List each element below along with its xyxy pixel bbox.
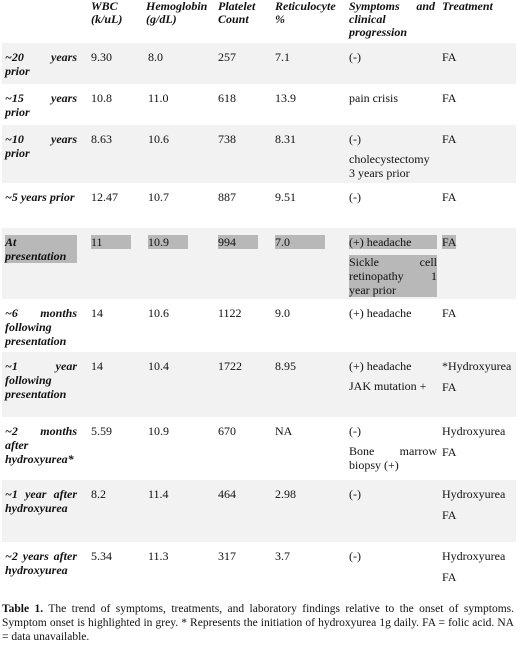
hemoglobin-cell: 11.4 [148,487,169,501]
timepoint-cell: ~2 years after hydroxyurea [5,549,77,577]
col-header-hemoglobin: Hemoglobin (g/dL) [146,0,208,26]
wbc-cell: 12.47 [91,190,118,204]
wbc-cell: 10.8 [91,91,112,105]
platelet-cell: 738 [218,132,236,146]
table-row: ~20 years prior 9.30 8.0 257 7.1 (-) FA [2,43,516,84]
reticulocyte-cell: 2.98 [275,487,296,501]
symptoms-cell: (-) [349,549,361,563]
col-header-platelet: Platelet Count [218,0,256,26]
platelet-cell: 464 [218,487,236,501]
platelet-cell: 1722 [218,359,242,373]
symptoms-cell: (+) headache Sickle cell retinopathy 1 year… [349,235,437,297]
hemoglobin-cell: 11.3 [148,549,169,563]
treatment-cell: FA [442,91,457,105]
treatment-cell: FA [442,306,457,320]
reticulocyte-cell: NA [275,424,293,438]
platelet-cell: 670 [218,424,236,438]
col-header-symptoms: Symptoms and clinical progression [349,0,435,39]
symptoms-cell: (+) headache [349,306,412,320]
table-row: ~2 years after hydroxyurea 5.34 11.3 317 3.7 (… [2,542,516,600]
reticulocyte-cell: 8.95 [275,359,296,373]
hemoglobin-cell: 8.0 [148,50,163,64]
reticulocyte-cell: 9.51 [275,190,296,204]
treatment-cell: Hydroxyurea FA [442,424,506,459]
symptoms-cell: (-) [349,487,361,501]
table-row: ~1 year after hydroxyurea 8.2 11.4 464 2.98 (-… [2,480,516,542]
treatment-cell: FA [442,235,457,249]
wbc-cell: 8.2 [91,487,106,501]
platelet-cell: 618 [218,91,236,105]
table-row: ~5 years prior 12.47 10.7 887 9.51 (-) FA [2,183,516,228]
treatment-cell: FA [442,190,457,204]
treatment-cell: FA [442,50,457,64]
wbc-cell: 11 [91,235,131,249]
reticulocyte-cell: 13.9 [275,91,296,105]
treatment-cell: Hydroxyurea FA [442,549,506,584]
timepoint-cell: ~10 years prior [5,132,77,160]
timepoint-cell: ~2 months after hydroxyurea* [5,424,77,466]
reticulocyte-cell: 8.31 [275,132,296,146]
hemoglobin-cell: 11.0 [148,91,169,105]
symptoms-cell: pain crisis [349,91,398,105]
caption-label: Table 1. [2,603,44,615]
col-header-wbc: WBC (k/uL) [91,0,123,26]
timepoint-cell: ~6 months following presentation [5,306,77,348]
reticulocyte-cell: 7.1 [275,50,290,64]
platelet-cell: 317 [218,549,236,563]
reticulocyte-cell: 3.7 [275,549,290,563]
platelet-cell: 257 [218,50,236,64]
platelet-cell: 1122 [218,306,242,320]
table-row: ~6 months following presentation 14 10.6 1122… [2,299,516,352]
wbc-cell: 14 [91,306,103,320]
symptoms-cell: (-) Bone marrow biopsy (+) [349,424,437,472]
symptoms-cell: (-) cholecystectomy 3 years prior [349,132,430,180]
wbc-cell: 8.63 [91,132,112,146]
table-row: ~10 years prior 8.63 10.6 738 8.31 (-) cholecys… [2,125,516,183]
wbc-cell: 9.30 [91,50,112,64]
symptoms-cell: (-) [349,190,361,204]
symptoms-cell: (-) [349,50,361,64]
treatment-cell: FA [442,132,457,146]
hemoglobin-cell: 10.6 [148,306,169,320]
wbc-cell: 14 [91,359,103,373]
table-row: ~1 year following presentation 14 10.4 1722 8.… [2,352,516,417]
timepoint-cell: ~1 year following presentation [5,359,77,401]
col-header-treatment: Treatment [442,0,493,13]
table-row: ~15 years prior 10.8 11.0 618 13.9 pain crisis… [2,84,516,125]
wbc-cell: 5.34 [91,549,112,563]
wbc-cell: 5.59 [91,424,112,438]
caption-text: The trend of symptoms, treatments, and l… [2,603,515,643]
reticulocyte-cell: 7.0 [275,235,325,249]
symptoms-cell: (+) headache JAK mutation + [349,359,427,393]
col-header-reticulocyte: Reticulocyte% [275,0,336,26]
timepoint-cell: ~1 year after hydroxyurea [5,487,77,515]
table-caption: Table 1. The trend of symptoms, treatmen… [2,602,514,644]
platelet-cell: 887 [218,190,236,204]
hemoglobin-cell: 10.9 [148,424,169,438]
treatment-cell: *Hydroxyurea FA [442,359,512,394]
table-row: At presentation 11 10.9 994 7.0 (+) headache Si… [2,228,516,299]
hemoglobin-cell: 10.4 [148,359,169,373]
hemoglobin-cell: 10.9 [148,235,188,249]
platelet-cell: 994 [218,235,258,249]
table-row: ~2 months after hydroxyurea* 5.59 10.9 670 NA (… [2,417,516,480]
reticulocyte-cell: 9.0 [275,306,290,320]
timepoint-cell: ~20 years prior [5,50,77,78]
treatment-cell: Hydroxyurea FA [442,487,506,522]
timepoint-cell: ~5 years prior [5,190,75,204]
hemoglobin-cell: 10.6 [148,132,169,146]
timepoint-cell: At presentation [5,235,77,263]
timepoint-cell: ~15 years prior [5,91,77,119]
hemoglobin-cell: 10.7 [148,190,169,204]
